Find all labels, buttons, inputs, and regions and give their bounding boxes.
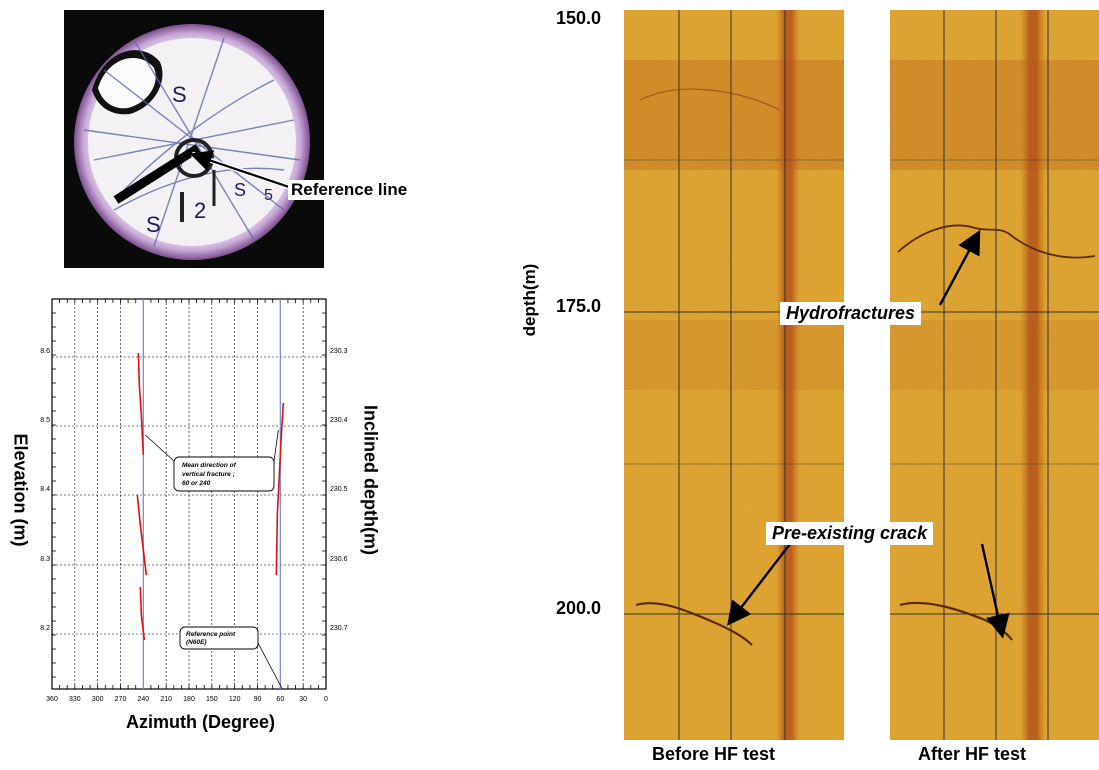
reference-line-mark xyxy=(113,144,201,204)
reference-callout-text: (N60E) xyxy=(186,639,207,646)
azimuth-plot: 360330300270240210180150120906030058.658… xyxy=(40,298,348,703)
x-tick-label: 240 xyxy=(137,696,149,703)
core-photo: S 2 S S 5 xyxy=(64,10,324,268)
depth-tick-150: 150.0 xyxy=(556,8,602,28)
core-mark-4: S xyxy=(234,180,246,200)
x-tick-label: 330 xyxy=(69,696,81,703)
core-mark-1: S xyxy=(172,82,187,107)
x-tick-label: 30 xyxy=(299,696,307,703)
x-tick-label: 120 xyxy=(229,696,241,703)
y-left-tick-label: 58.3 xyxy=(40,556,50,563)
y-left-tick-label: 58.2 xyxy=(40,625,50,632)
panel-after-label: After HF test xyxy=(918,744,1027,764)
x-tick-label: 360 xyxy=(46,696,58,703)
fracture-callout-text: Mean direction of xyxy=(182,462,237,469)
hydrofracture-trace xyxy=(897,224,1096,259)
core-mark-3: S xyxy=(146,212,161,237)
x-tick-label: 210 xyxy=(160,696,172,703)
fracture-callout-text: vertical fracture ; xyxy=(182,471,235,478)
x-tick-label: 300 xyxy=(92,696,104,703)
panel-before-label: Before HF test xyxy=(652,744,776,764)
x-axis-label: Azimuth (Degree) xyxy=(126,712,276,732)
annotation-arrows xyxy=(727,229,1010,639)
core-chip xyxy=(98,57,156,109)
y-right-tick-label: 230.7 xyxy=(330,625,348,632)
core-mark-2: 2 xyxy=(194,198,206,223)
x-tick-label: 150 xyxy=(206,696,218,703)
pre-existing-crack-label: Pre-existing crack xyxy=(766,522,934,545)
y-left-tick-label: 58.5 xyxy=(40,417,50,424)
reference-line-label: Reference line xyxy=(288,180,411,200)
reference-line-arrow xyxy=(189,150,293,191)
fracture-trace xyxy=(139,586,146,641)
y-right-tick-label: 230.5 xyxy=(330,486,348,493)
hydrofractures-label: Hydrofractures xyxy=(780,302,922,325)
y-right-tick-label: 230.6 xyxy=(330,556,348,563)
depth-tick-175: 175.0 xyxy=(556,296,602,316)
fracture-trace xyxy=(137,352,145,456)
x-tick-label: 180 xyxy=(183,696,195,703)
fracture-callout-box xyxy=(173,456,275,492)
x-tick-label: 90 xyxy=(254,696,262,703)
core-mark-5: 5 xyxy=(264,187,273,204)
depth-tick-200: 200.0 xyxy=(556,598,602,618)
reference-callout-box xyxy=(179,626,259,650)
fracture-trace xyxy=(275,402,285,576)
y-right-tick-label: 230.4 xyxy=(330,417,348,424)
x-tick-label: 270 xyxy=(115,696,127,703)
fracture-trace xyxy=(136,494,148,576)
y-left-tick-label: 58.6 xyxy=(40,348,50,355)
x-tick-label: 60 xyxy=(276,696,284,703)
y-left-tick-label: 58.4 xyxy=(40,486,50,493)
crack-trace-before xyxy=(635,602,753,646)
core-photo-drawing: S 2 S S 5 xyxy=(74,24,310,260)
panel-after xyxy=(890,10,1099,740)
panel-before xyxy=(624,10,844,740)
y-right-tick-label: 230.3 xyxy=(330,348,348,355)
fracture-callout-text: 60 or 240 xyxy=(182,480,211,487)
x-tick-label: 0 xyxy=(324,696,328,703)
reference-callout-text: Reference point xyxy=(186,631,236,638)
